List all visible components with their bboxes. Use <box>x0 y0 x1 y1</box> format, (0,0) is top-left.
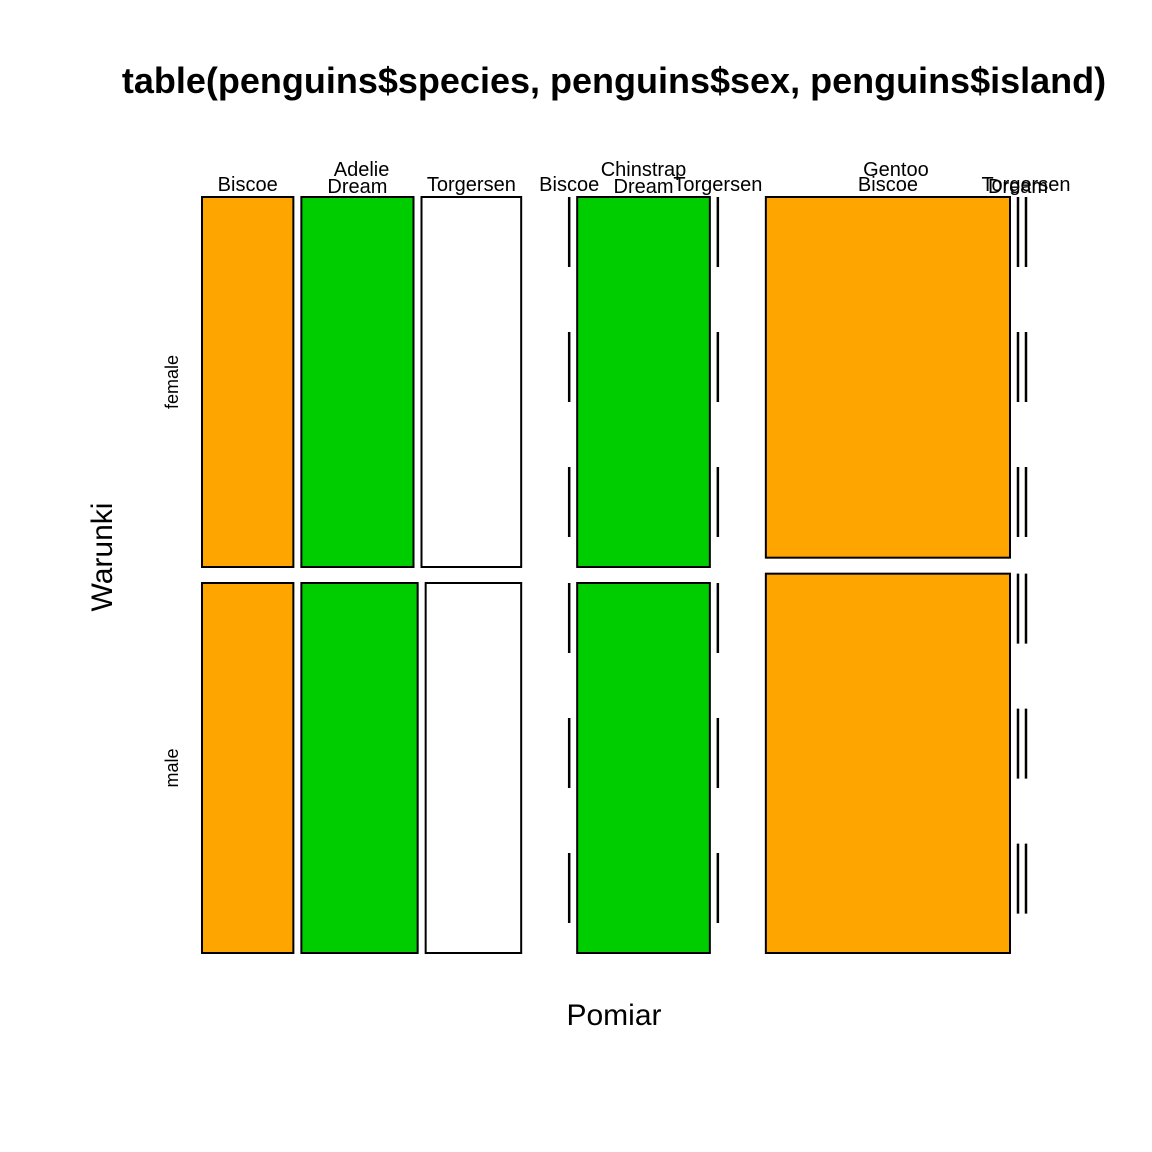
tile-chinstrap-female-dream <box>576 196 711 568</box>
tile-adelie-male-dream <box>300 582 419 954</box>
mosaic-tiles <box>201 196 1028 954</box>
island-label-adelie-torgersen: Torgersen <box>427 174 516 196</box>
chart-title: table(penguins$species, penguins$sex, pe… <box>122 60 1106 101</box>
sex-label-male: male <box>162 748 182 787</box>
island-label-chinstrap-dream: Dream <box>614 176 674 198</box>
sex-label-female: female <box>162 355 182 409</box>
island-label-chinstrap-biscoe: Biscoe <box>539 174 599 196</box>
tile-adelie-female-torgersen <box>420 196 523 568</box>
tile-gentoo-female-biscoe <box>764 196 1012 559</box>
island-label-gentoo-biscoe: Biscoe <box>858 174 918 196</box>
island-label-gentoo-dream: Dream <box>988 176 1048 198</box>
tile-chinstrap-male-dream <box>576 582 711 954</box>
tile-gentoo-male-biscoe <box>764 572 1012 954</box>
tile-adelie-female-dream <box>300 196 415 568</box>
y-axis-title: Warunki <box>86 503 119 612</box>
island-label-gentoo-torgersen: Torgersen <box>982 174 1071 196</box>
island-label-chinstrap-torgersen: Torgersen <box>673 174 762 196</box>
species-label-chinstrap: Chinstrap <box>601 159 687 181</box>
species-label-adelie: Adelie <box>334 159 390 181</box>
tile-adelie-male-torgersen <box>424 582 523 954</box>
tile-adelie-female-biscoe <box>201 196 295 568</box>
island-label-adelie-dream: Dream <box>327 176 387 198</box>
tile-adelie-male-biscoe <box>201 582 295 954</box>
species-label-gentoo: Gentoo <box>863 159 929 181</box>
x-axis-title: Pomiar <box>566 999 661 1032</box>
island-label-adelie-biscoe: Biscoe <box>218 174 278 196</box>
